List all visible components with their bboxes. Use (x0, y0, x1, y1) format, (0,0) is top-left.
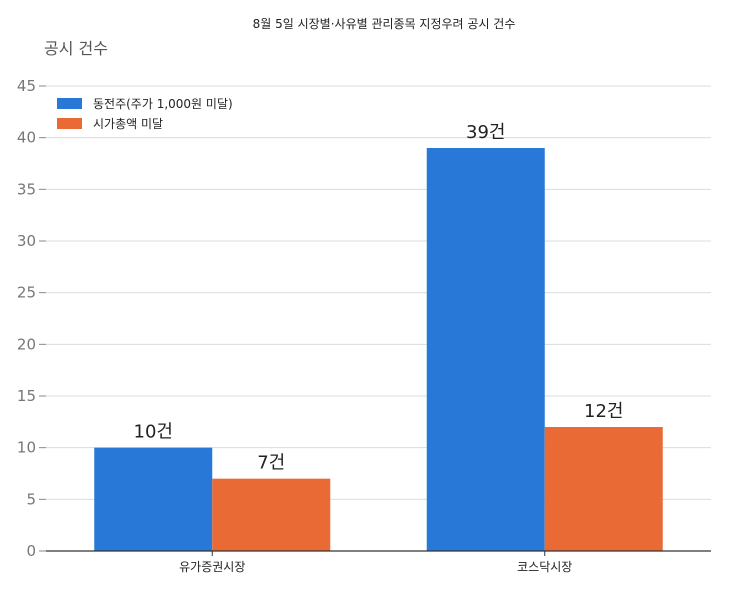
y-tick-label: 5 (26, 490, 36, 508)
y-tick-label: 40 (17, 129, 36, 147)
y-tick-label: 25 (17, 284, 36, 302)
legend-swatch (57, 98, 82, 109)
bar-value-label: 12건 (584, 401, 623, 422)
bar-value-label: 10건 (134, 422, 173, 443)
bars (94, 148, 663, 551)
y-axis-ticks: 0 5 10 15 20 25 30 35 40 45 (17, 77, 46, 560)
legend-label: 동전주(주가 1,000원 미달) (93, 97, 233, 111)
data-labels: 10건 7건 39건 12건 (134, 122, 624, 474)
x-tick-label: 코스닥시장 (517, 560, 572, 574)
bar-value-label: 7건 (257, 453, 285, 474)
x-tick-label: 유가증권시장 (179, 560, 245, 574)
bar (94, 447, 213, 551)
y-tick-label: 45 (17, 77, 36, 95)
chart-title: 8월 5일 시장별·사유별 관리종목 지정우려 공시 건수 (253, 17, 516, 31)
legend: 동전주(주가 1,000원 미달) 시가총액 미달 (57, 97, 233, 131)
legend-swatch (57, 118, 82, 129)
y-tick-label: 20 (17, 335, 36, 353)
y-tick-label: 10 (17, 439, 36, 457)
bar (212, 478, 331, 551)
bar (426, 148, 545, 551)
y-tick-label: 15 (17, 387, 36, 405)
y-tick-label: 0 (26, 542, 36, 560)
bar (544, 427, 663, 551)
y-axis-label: 공시 건수 (44, 39, 108, 58)
legend-label: 시가총액 미달 (93, 117, 163, 131)
y-tick-label: 35 (17, 180, 36, 198)
bar-value-label: 39건 (466, 122, 505, 143)
y-tick-label: 30 (17, 232, 36, 250)
x-axis-ticks: 유가증권시장 코스닥시장 (179, 551, 572, 574)
